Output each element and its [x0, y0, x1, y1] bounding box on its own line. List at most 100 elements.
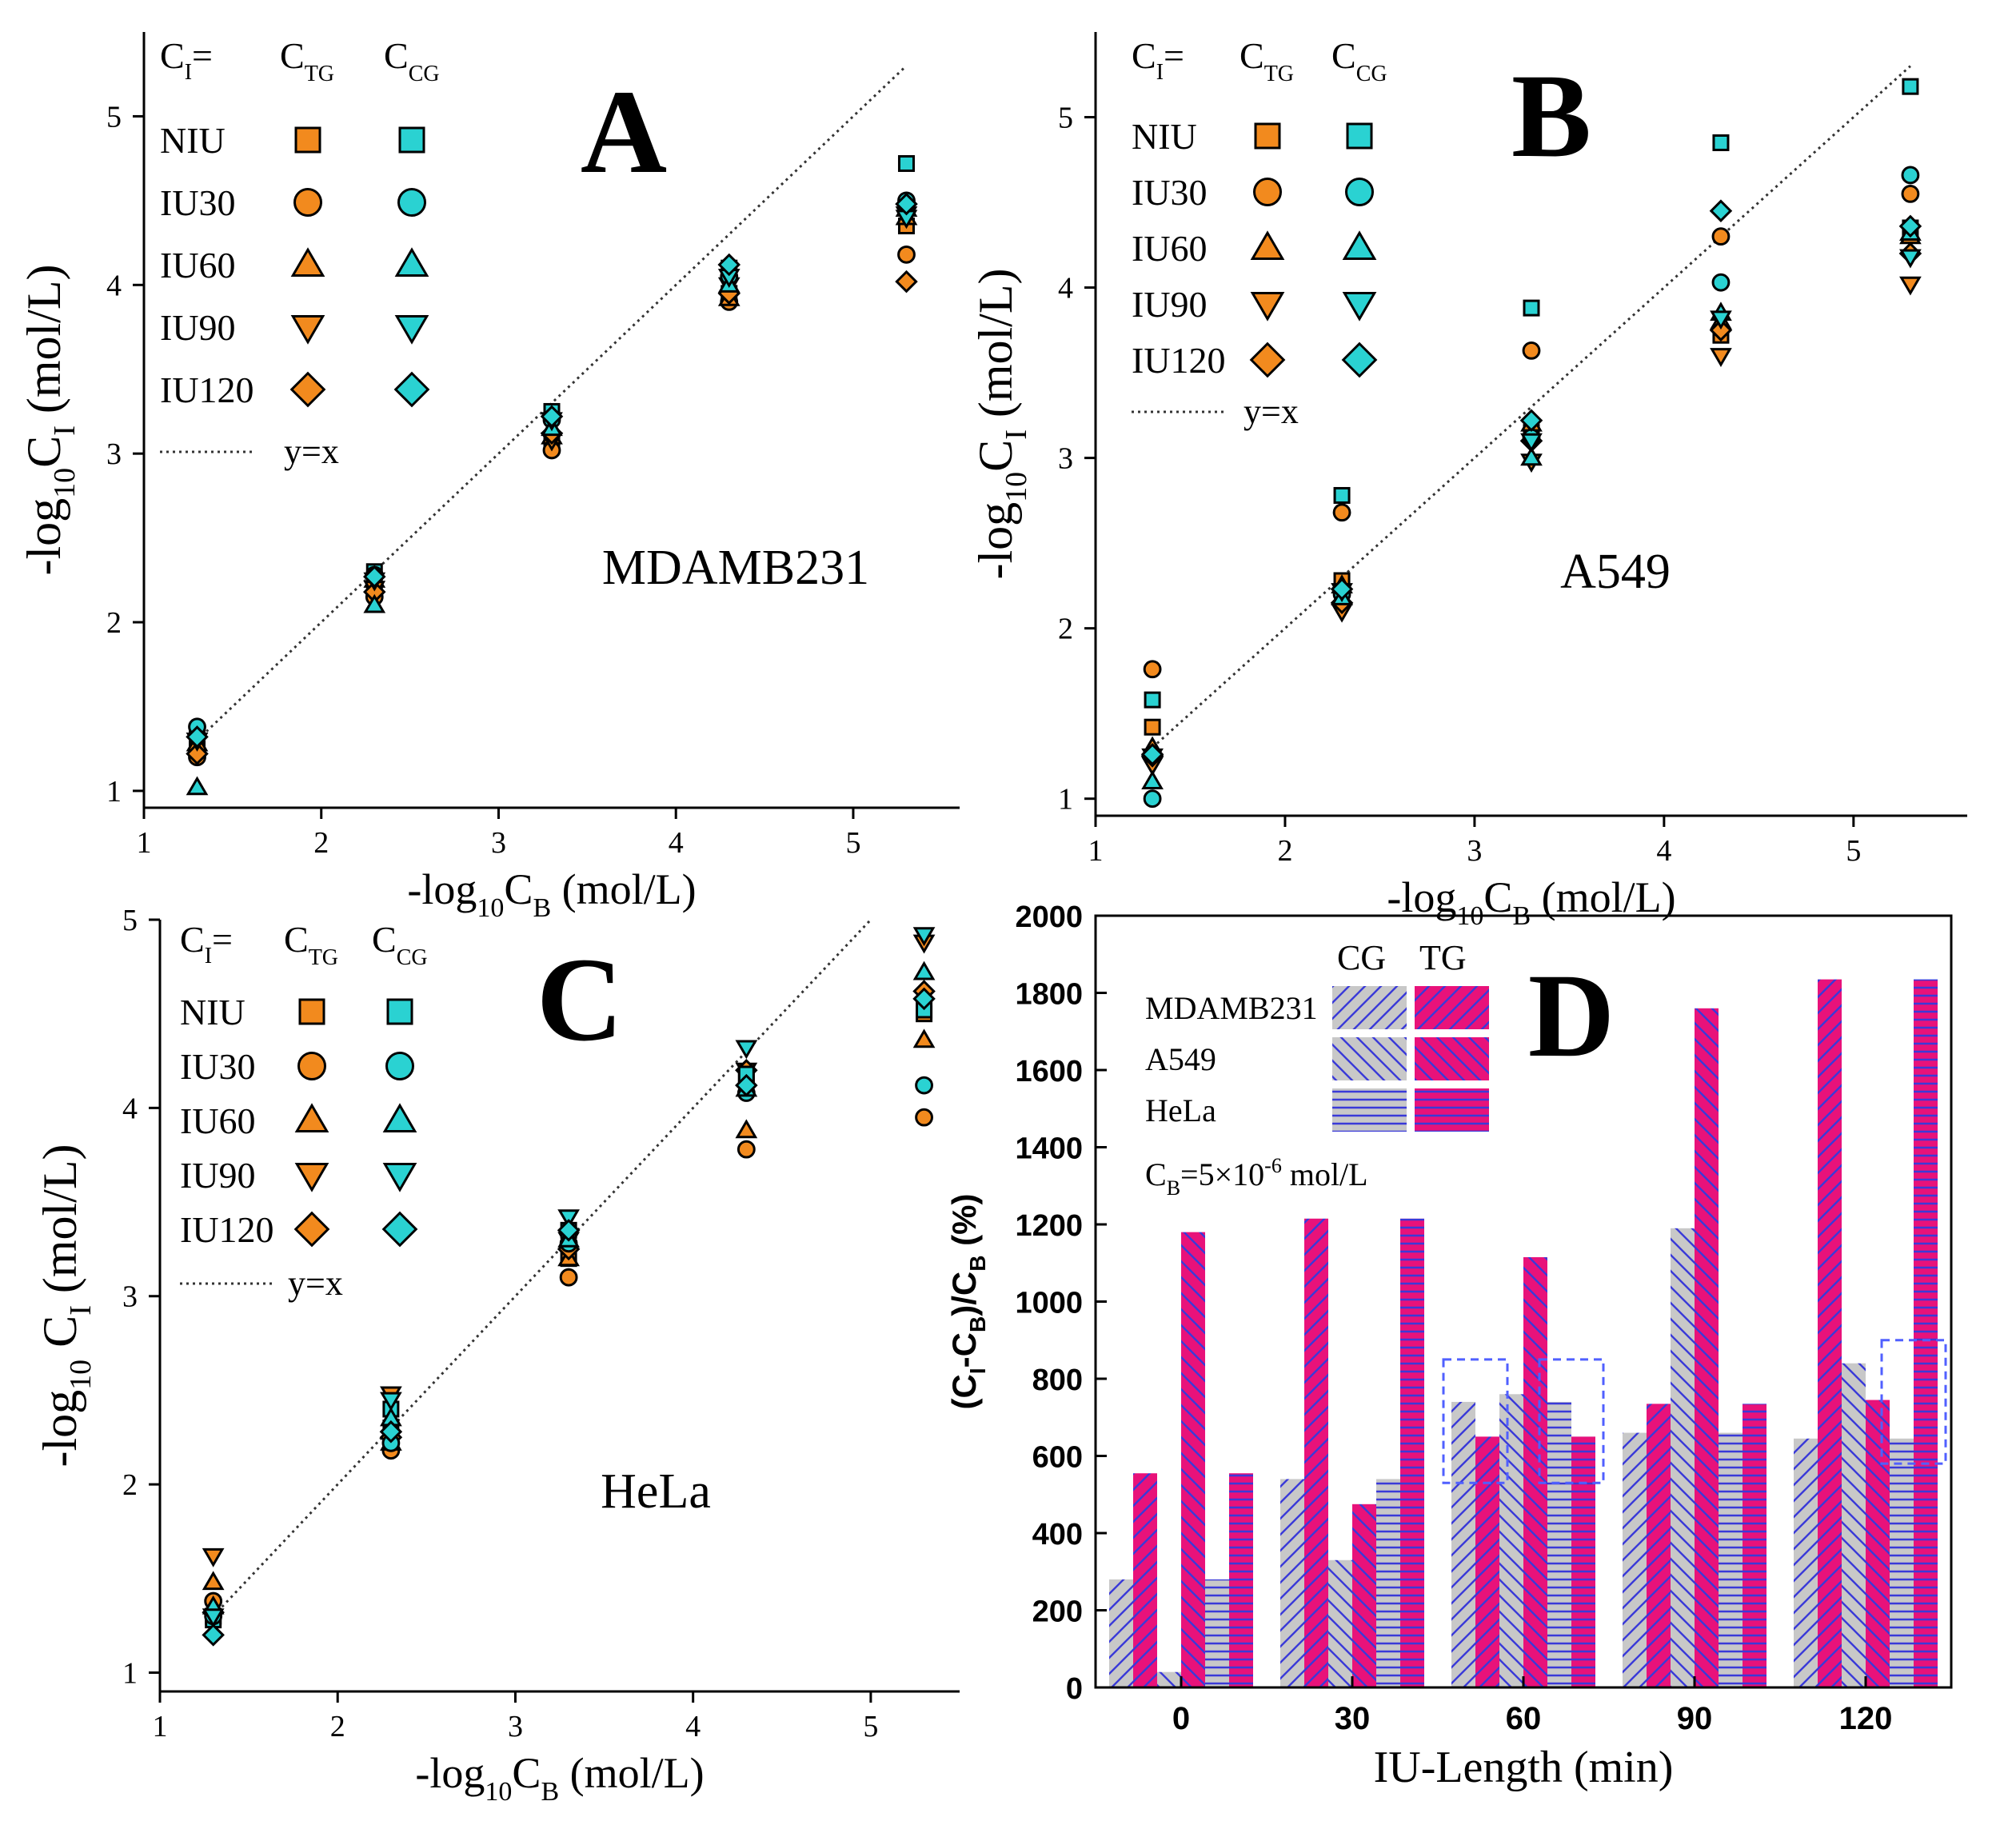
panel-b-point-iu60-cg [1141, 770, 1164, 789]
panel-d-y-tick-label: 1000 [1015, 1287, 1083, 1320]
panel-c-legend-header-text: C [180, 919, 205, 960]
panel-a-legend-marker-tg-niu [294, 126, 321, 154]
panel-c-point-iu90-cg [912, 927, 936, 947]
panel-b-point-iu90-tg [1899, 276, 1922, 296]
panel-a-legend-header-cg: CCG [384, 35, 440, 86]
panel-b-point-niu-cg [1144, 691, 1161, 709]
panel-a-legend-label-iu90: IU90 [160, 307, 236, 348]
panel-d-bar-hela-tg-30 [1400, 1218, 1424, 1687]
panel-b-point-iu30-cg [1711, 273, 1731, 292]
panel-b-y-label-sub: 10 [1000, 472, 1033, 502]
panel-c-legend-label-iu90: IU90 [180, 1155, 256, 1196]
panel-a-legend-header-text: C [160, 35, 185, 76]
panel-d-bar-hela-cg-60 [1547, 1401, 1571, 1687]
panel-a-y-tick-label: 1 [106, 775, 122, 809]
panel-d-x-tick-label: 0 [1172, 1701, 1190, 1736]
panel-b-point-niu-cg [1902, 78, 1919, 95]
panel-b-y-tick-label: 5 [1058, 102, 1073, 135]
panel-a-x-tick-label: 5 [845, 826, 860, 860]
panel-a-point-niu-cg [897, 154, 915, 172]
panel-d-y-tick-label: 600 [1032, 1441, 1083, 1475]
panel-c-legend-marker-tg-iu90 [294, 1163, 329, 1192]
panel-d-bar-mdamb231-tg-120 [1818, 979, 1842, 1687]
panel-c-point-iu30-tg [559, 1268, 578, 1287]
panel-c-x-label-text: C [512, 1749, 541, 1797]
panel-c-x-label-text: -log [415, 1749, 485, 1797]
panel-a-panel-letter: A [581, 66, 667, 198]
panel-b-legend-marker-cg-iu60 [1342, 230, 1377, 260]
panel-c-point-iu120-cg [202, 1623, 225, 1647]
panel-c-y-axis-label: -log10 CI (mol/L) [34, 1144, 98, 1468]
panel-b-point-iu90-cg [1710, 310, 1732, 330]
panel-d-note-text: mol/L [1282, 1156, 1368, 1192]
panel-a-legend-header-sub: CG [409, 62, 440, 86]
panel-d-bar-hela-tg-60 [1571, 1436, 1595, 1687]
panel-b-x-label-text: -log [1387, 873, 1456, 921]
panel-b-point-iu30-tg [1711, 227, 1731, 246]
panel-d-bar-a549-cg-90 [1671, 1228, 1695, 1687]
panel-a-legend-marker-cg-iu30 [397, 188, 426, 217]
panel-c-y-tick-label: 4 [122, 1092, 138, 1125]
panel-c-y-tick-label: 2 [122, 1468, 138, 1502]
panel-b-y-tick-label: 1 [1058, 783, 1073, 817]
panel-a-y-label-sub: I [48, 425, 82, 436]
panel-c-point-iu90-cg [735, 1040, 758, 1060]
panel-a-y-tick-label: 2 [106, 606, 122, 640]
panel-c-x-tick-label: 5 [863, 1710, 878, 1743]
panel-c-legend-label-niu: NIU [180, 992, 246, 1032]
panel-a-legend-marker-cg-niu [398, 126, 425, 154]
panel-c-y-tick-label: 5 [122, 904, 138, 937]
panel-d-y-label-text: -C [945, 1332, 983, 1368]
panel-a-x-tick-label: 4 [669, 826, 684, 860]
panel-c-point-iu90-cg [202, 1608, 225, 1628]
panel-c-point-iu120-cg [557, 1219, 581, 1242]
panel-d-x-tick-label: 30 [1335, 1701, 1371, 1736]
panel-c-x-label-sub: 10 [485, 1777, 512, 1807]
panel-d-bar-a549-cg-60 [1499, 1394, 1523, 1687]
panel-b-y-tick-label: 4 [1058, 272, 1073, 306]
panel-c-point-iu90-cg [380, 1392, 402, 1412]
panel-b-point-niu-cg [1523, 299, 1540, 317]
panel-a-legend-marker-tg-iu30 [293, 188, 322, 217]
panel-b-legend-reference-label: y=x [1244, 392, 1299, 431]
panel-b-legend-header-sub: TG [1264, 62, 1294, 86]
panel-d-y-label-sub: I [965, 1368, 990, 1374]
panel-c-legend-marker-cg-iu30 [385, 1052, 414, 1080]
panel-a-legend-marker-cg-iu120 [393, 371, 430, 408]
panel-b-legend-label-iu90: IU90 [1132, 284, 1208, 325]
panel-a-point-iu120-tg [895, 270, 918, 294]
panel-a-legend-header-text: C [280, 35, 305, 76]
panel-c-panel-letter: C [537, 933, 623, 1066]
panel-b-legend-marker-cg-iu90 [1342, 292, 1377, 321]
panel-c-point-iu60-tg [202, 1571, 225, 1591]
panel-a-point-iu120-cg [717, 253, 741, 277]
panel-a-point-iu120-cg [895, 192, 918, 216]
panel-c-x-label-sub: B [541, 1777, 559, 1807]
panel-c-point-iu30-tg [737, 1140, 756, 1159]
panel-b-y-tick-label: 3 [1058, 442, 1073, 476]
panel-a-legend-header-ci: CI= [160, 35, 213, 85]
panel-a-y-tick-label: 4 [106, 269, 122, 302]
panel-b-x-label-text: (mol/L) [1531, 873, 1675, 921]
panel-a-y-tick-label: 3 [106, 437, 122, 471]
panel-b-legend-marker-tg-niu [1254, 122, 1281, 150]
panel-d-bar-hela-cg-90 [1719, 1432, 1743, 1687]
panel-b-x-axis-label: -log10CB (mol/L) [1387, 873, 1675, 931]
panel-a-y-axis-label: -log10CI (mol/L) [18, 265, 82, 576]
panel-d-legend-label-hela: HeLa [1145, 1092, 1216, 1128]
panel-d-legend-label-a549: A549 [1145, 1041, 1216, 1077]
panel-c-legend-marker-cg-iu90 [382, 1163, 417, 1192]
panel-c-point-iu60-tg [735, 1119, 758, 1139]
panel-c-x-label-text: (mol/L) [559, 1749, 704, 1797]
panel-d-bar-mdamb231-tg-60 [1475, 1436, 1499, 1687]
panel-c-x-tick-label: 1 [153, 1710, 168, 1743]
panel-b-point-iu120-cg [1519, 409, 1543, 433]
panel-b-point-iu90-cg [1520, 433, 1543, 453]
panel-d-bar-mdamb231-tg-30 [1304, 1218, 1328, 1687]
panel-b-legend-header-ci: CI= [1132, 35, 1184, 85]
panel-d-bar-hela-tg-0 [1229, 1473, 1253, 1687]
panel-c-legend-header-sub: CG [397, 945, 428, 970]
panel-c-y-tick-label: 3 [122, 1280, 138, 1314]
panel-d-note-text: C [1145, 1156, 1167, 1192]
